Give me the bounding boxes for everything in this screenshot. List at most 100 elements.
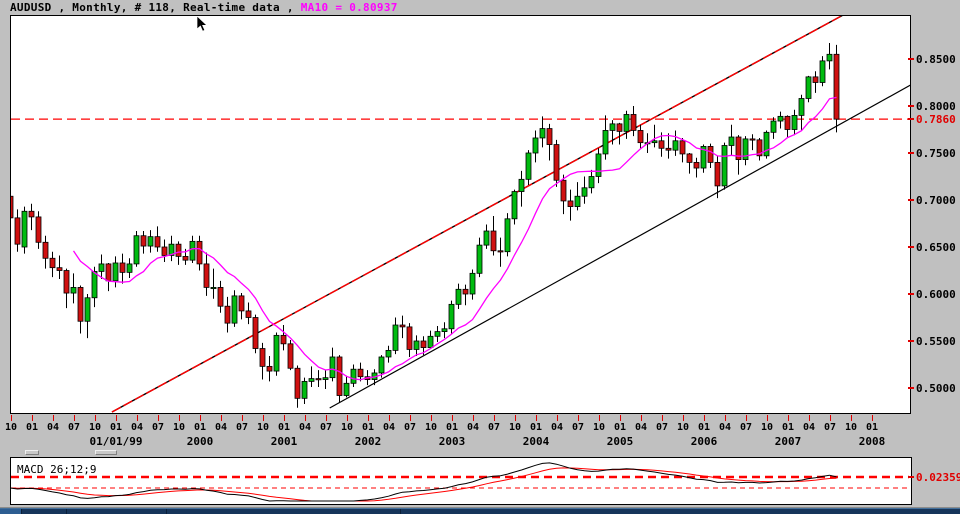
candle-body [217, 287, 224, 307]
year-label: 2003 [438, 435, 466, 448]
candle-body [392, 324, 399, 351]
candle-body [665, 147, 672, 151]
candle-body [14, 217, 21, 245]
candle-body [553, 144, 560, 181]
candle-body [329, 356, 336, 379]
month-label: 07 [151, 422, 165, 433]
panel-splitter-notch[interactable] [95, 450, 117, 455]
candle-body [287, 343, 294, 369]
time-tick [32, 415, 33, 421]
time-tick [284, 415, 285, 421]
candle-body [308, 378, 315, 382]
candle-body [728, 136, 735, 146]
month-label: 10 [88, 422, 102, 433]
candle-body [609, 123, 616, 131]
candle-body [84, 297, 91, 322]
candle-body [70, 287, 77, 294]
chart-title-bar: AUDUSD , Monthly, # 118, Real-time data … [10, 1, 398, 14]
price-axis-label: 0.5000 [916, 382, 956, 395]
month-label: 01 [529, 422, 543, 433]
candle-body [11, 195, 14, 219]
month-label: 07 [571, 422, 585, 433]
taskbar-separator [66, 509, 67, 514]
price-tick [908, 58, 914, 60]
time-tick [74, 415, 75, 421]
candle-body [826, 53, 833, 62]
year-label: 2001 [270, 435, 298, 448]
macd-main-line [11, 462, 837, 502]
month-label: 10 [676, 422, 690, 433]
time-tick [200, 415, 201, 421]
taskbar-edge[interactable] [0, 508, 960, 514]
candle-body [21, 210, 28, 248]
panel-splitter-notch[interactable] [25, 450, 39, 455]
time-tick [305, 415, 306, 421]
month-label: 07 [823, 422, 837, 433]
month-label: 01 [109, 422, 123, 433]
time-tick [830, 415, 831, 421]
time-tick [116, 415, 117, 421]
price-axis-label: 0.5500 [916, 335, 956, 348]
time-tick [179, 415, 180, 421]
candle-body [266, 365, 273, 372]
time-tick [536, 415, 537, 421]
taskbar-segment[interactable] [0, 509, 21, 514]
candle-body [483, 230, 490, 246]
month-label: 10 [508, 422, 522, 433]
candle-body [497, 250, 504, 253]
candle-body [511, 191, 518, 220]
black-ascending-trendline [329, 84, 910, 409]
candle-body [469, 272, 476, 295]
candle-body [28, 210, 35, 218]
candlestick-chart [11, 16, 910, 413]
candle-body [420, 340, 427, 348]
candle-body [770, 120, 777, 133]
candle-body [581, 187, 588, 197]
month-label: 01 [277, 422, 291, 433]
time-tick [515, 415, 516, 421]
price-chart-plot[interactable] [10, 15, 911, 414]
time-tick [410, 415, 411, 421]
candle-body [546, 128, 553, 145]
candle-body [259, 348, 266, 367]
price-tick [908, 199, 914, 201]
month-label: 10 [256, 422, 270, 433]
candle-body [336, 356, 343, 396]
time-tick [242, 415, 243, 421]
month-label: 01 [865, 422, 879, 433]
candle-body [161, 246, 168, 256]
month-label: 07 [235, 422, 249, 433]
red-ascending-trendline [111, 16, 843, 413]
last-price-axis-label: 0.7860 [916, 113, 956, 126]
candle-body [224, 305, 231, 324]
candle-body [539, 128, 546, 139]
year-label: 2005 [606, 435, 634, 448]
ma10-line [72, 96, 837, 381]
candle-body [154, 236, 161, 248]
candle-body [378, 356, 385, 374]
month-label: 07 [67, 422, 81, 433]
title-symbol-info: AUDUSD , Monthly, # 118, Real-time data … [10, 1, 294, 14]
candle-body [350, 368, 357, 384]
candle-body [189, 240, 196, 261]
candle-body [602, 130, 609, 155]
candle-body [700, 146, 707, 169]
candle-body [623, 114, 630, 132]
candle-body [357, 368, 364, 378]
candle-body [399, 324, 406, 328]
year-label: 2004 [522, 435, 550, 448]
candle-body [798, 98, 805, 116]
candle-body [238, 295, 245, 312]
candle-body [763, 131, 770, 157]
time-tick [809, 415, 810, 421]
month-label: 04 [802, 422, 816, 433]
year-label: 01/01/99 [89, 435, 143, 448]
month-label: 07 [739, 422, 753, 433]
candle-body [567, 200, 574, 207]
candle-body [812, 76, 819, 83]
price-tick [908, 340, 914, 342]
year-label: 2008 [858, 435, 886, 448]
candle-body [63, 270, 70, 294]
macd-panel[interactable]: MACD 26;12;9 [10, 457, 912, 505]
